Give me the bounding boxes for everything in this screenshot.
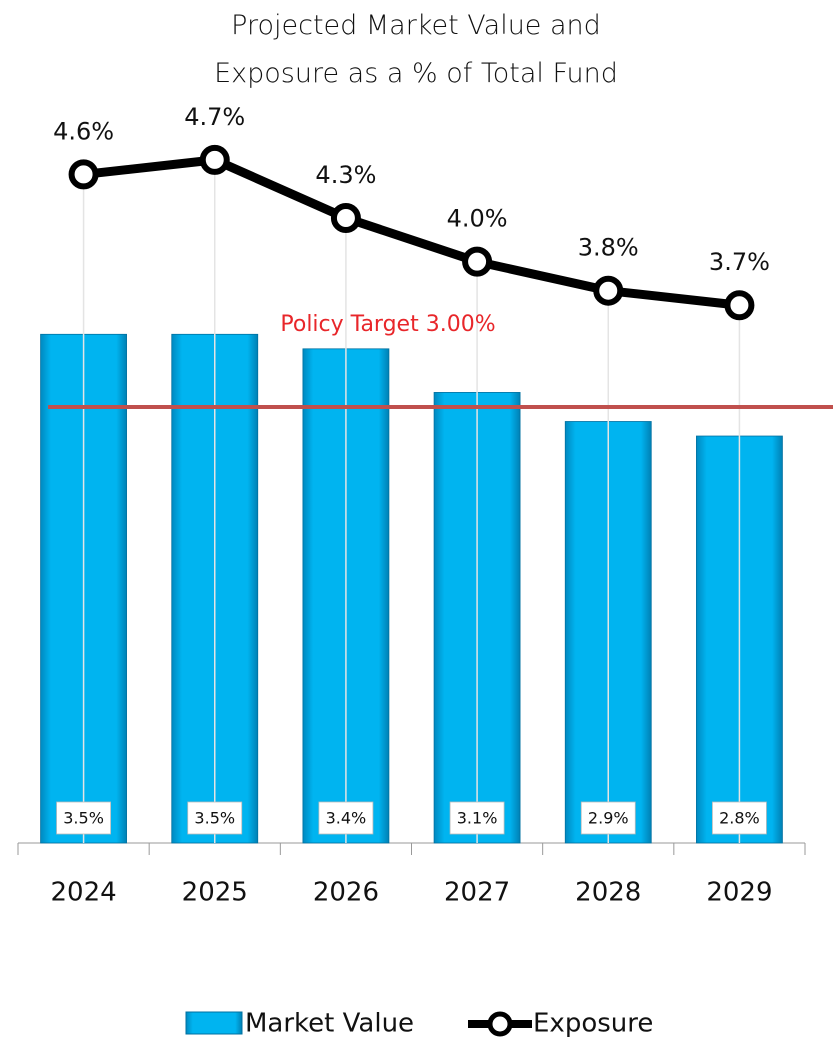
legend-swatch: [185, 1011, 243, 1035]
bar-label-box: [187, 801, 243, 835]
bar-value-label: 3.5%: [194, 809, 235, 828]
bar-label-box: [449, 801, 505, 835]
legend-label: Exposure: [533, 1009, 653, 1039]
bar-label-box: [318, 801, 374, 835]
x-tick-label: 2027: [444, 878, 510, 908]
exposure-marker: [462, 246, 493, 277]
exposure-marker: [593, 275, 624, 306]
x-tick-label: 2029: [706, 878, 772, 908]
bar-label-box: [712, 801, 767, 835]
x-tick-label: 2024: [50, 878, 116, 908]
bar-value-label: 3.5%: [63, 809, 104, 828]
bar-value-label: 3.4%: [326, 809, 367, 828]
exposure-marker: [330, 203, 361, 234]
line-value-label: 4.0%: [447, 205, 508, 233]
target-label: Policy Target 3.00%: [280, 312, 495, 337]
exposure-marker: [68, 159, 99, 190]
x-tick-label: 2026: [313, 878, 379, 908]
legend-marker: [487, 1011, 513, 1037]
chart-title: Projected Market Value and Exposure as a…: [214, 10, 618, 89]
line-value-label: 4.7%: [184, 103, 245, 131]
x-tick-label: 2025: [182, 878, 248, 908]
bar-value-label: 3.1%: [457, 809, 498, 828]
bar-value-label: 2.8%: [719, 809, 760, 828]
exposure-line: [83, 155, 740, 310]
bar-label-box: [580, 801, 636, 835]
line-value-label: 4.6%: [53, 117, 114, 145]
line-value-label: 3.8%: [578, 234, 639, 262]
bar-label-box: [56, 801, 111, 835]
exposure-marker: [199, 144, 230, 175]
x-tick-label: 2028: [575, 878, 641, 908]
exposure-marker: [724, 290, 755, 321]
bar-value-label: 2.9%: [588, 809, 629, 828]
line-value-label: 3.7%: [709, 248, 770, 276]
legend-label: Market Value: [245, 1009, 414, 1039]
line-value-label: 4.3%: [315, 161, 376, 189]
